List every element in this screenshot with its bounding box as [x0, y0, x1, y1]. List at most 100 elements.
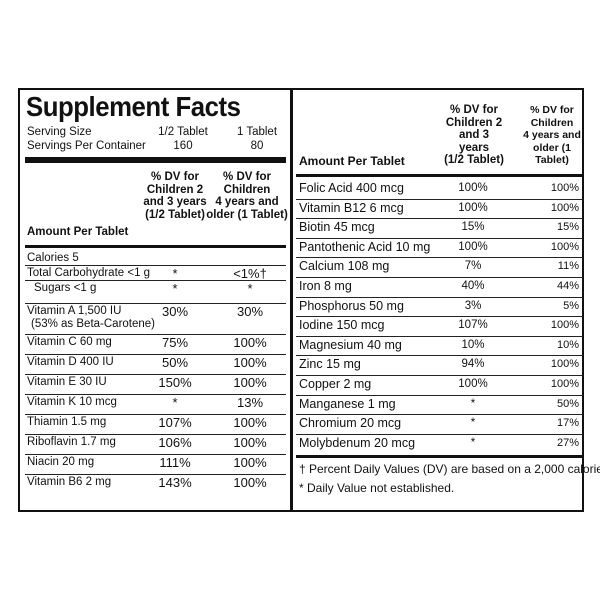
- dv-children-2-3: 30%: [161, 304, 189, 319]
- dv-children-4-plus: 100%: [550, 241, 579, 253]
- row-separator: [296, 297, 583, 298]
- header-line: and 3 years: [458, 129, 490, 154]
- dv-children-2-3: 150%: [158, 375, 192, 390]
- dv-children-4-plus: 100%: [550, 202, 579, 214]
- dv-children-2-3: *: [172, 266, 178, 281]
- supplement-facts-panel: Supplement Facts Serving Size 1/2 Tablet…: [18, 88, 600, 512]
- nutrient-name: Magnesium 40 mg: [299, 338, 402, 352]
- dv-children-2-3: 100%: [458, 241, 488, 253]
- nutrient-row: Vitamin B6 2 mg 143% 100%: [20, 476, 290, 495]
- nutrient-subtext: (53% as Beta-Carotene): [31, 318, 156, 330]
- nutrient-name: Biotin 45 mcg: [299, 220, 375, 234]
- header-line: Children: [223, 183, 271, 196]
- row-separator: [25, 414, 286, 415]
- dv-children-4-plus: 100%: [233, 435, 267, 450]
- nutrient-row: Vitamin K 10 mcg * 13%: [20, 396, 290, 415]
- header-line: % DV for: [530, 104, 574, 116]
- dv-children-2-3: 100%: [458, 182, 488, 194]
- dv-children-2-3: 107%: [458, 319, 488, 331]
- right-amount-header: Amount Per Tablet: [299, 154, 405, 168]
- servings-per-container-label: Servings Per Container: [27, 140, 146, 152]
- dv-children-2-3: 106%: [158, 435, 192, 450]
- row-separator: [25, 303, 286, 304]
- dv-children-4-plus: 100%: [233, 455, 267, 470]
- dv-children-2-3: 75%: [161, 335, 189, 350]
- nutrient-row: Vitamin A 1,500 IU (53% as Beta-Carotene)…: [20, 305, 290, 335]
- servings-per-container-row: Servings Per Container 160 80: [27, 140, 285, 153]
- row-separator: [25, 454, 286, 455]
- panel-title: Supplement Facts: [26, 91, 241, 122]
- dv-children-2-3: 50%: [161, 355, 189, 370]
- row-separator: [296, 414, 583, 415]
- row-separator: [25, 434, 286, 435]
- header-line: % DV for: [223, 171, 271, 183]
- footnote-no-dv: * Daily Value not established.: [299, 481, 455, 495]
- left-amount-header: Amount Per Tablet: [27, 226, 129, 238]
- dv-children-2-3: 3%: [464, 300, 482, 312]
- row-separator: [25, 374, 286, 375]
- header-line: older (1 Tablet): [533, 141, 571, 167]
- nutrient-name: Pantothenic Acid 10 mg: [299, 240, 431, 254]
- dv-children-2-3: 10%: [461, 339, 485, 351]
- footnote-dv-basis: † Percent Daily Values (DV) are based on…: [299, 462, 600, 476]
- nutrient-name: Riboflavin 1.7 mg: [27, 436, 116, 448]
- dv-children-4-plus: 5%: [563, 300, 579, 312]
- dv-children-2-3: 40%: [461, 280, 485, 292]
- nutrient-row: Sugars <1 g * *: [20, 282, 290, 296]
- nutrient-row: Vitamin C 60 mg 75% 100%: [20, 336, 290, 355]
- left-dv-children-2-3-header: % DV for Children 2 and 3 years (1/2 Tab…: [140, 171, 210, 221]
- nutrient-row: Vitamin D 400 IU 50% 100%: [20, 356, 290, 375]
- dv-children-2-3: *: [172, 395, 178, 410]
- dv-children-2-3: 111%: [159, 455, 191, 470]
- dv-children-2-3: 107%: [158, 415, 192, 430]
- row-separator: [25, 265, 286, 266]
- column-divider: [290, 90, 293, 510]
- dv-children-4-plus: 100%: [233, 475, 267, 490]
- dv-children-4-plus: 50%: [556, 398, 579, 410]
- nutrient-row: Total Carbohydrate <1 g * <1%†: [20, 267, 290, 281]
- right-dv-children-4-plus-header: % DV for Children 4 years and older (1 T…: [519, 104, 585, 167]
- dv-children-2-3: 15%: [461, 221, 485, 233]
- header-line: 4 years and: [215, 196, 279, 208]
- header-line: (1/2 Tablet): [444, 154, 504, 166]
- serving-size-row: Serving Size 1/2 Tablet 1 Tablet: [27, 126, 285, 139]
- row-separator: [296, 218, 583, 219]
- thick-rule: [25, 157, 286, 163]
- header-line: Children 2: [445, 116, 503, 129]
- medium-rule: [296, 174, 583, 177]
- row-separator: [296, 434, 583, 435]
- row-separator: [25, 394, 286, 395]
- row-separator: [25, 280, 286, 281]
- dv-children-4-plus: 27%: [556, 437, 579, 449]
- row-separator: [296, 355, 583, 356]
- nutrient-name: Vitamin B12 6 mcg: [299, 201, 404, 215]
- serving-size-child: 1/2 Tablet: [158, 126, 208, 138]
- dv-children-4-plus: 17%: [556, 417, 579, 429]
- nutrient-row: Thiamin 1.5 mg 107% 100%: [20, 416, 290, 435]
- row-separator: [296, 238, 583, 239]
- dv-children-4-plus: 100%: [233, 335, 267, 350]
- nutrient-name: Copper 2 mg: [299, 377, 372, 391]
- servings-per-container-child: 160: [173, 140, 193, 152]
- nutrient-name: Sugars <1 g: [34, 282, 97, 294]
- row-separator: [296, 257, 583, 258]
- nutrient-name: Calories 5: [27, 252, 79, 264]
- nutrient-name: Vitamin K 10 mcg: [27, 396, 117, 408]
- dv-children-4-plus: 100%: [233, 355, 267, 370]
- header-line: Children 2: [146, 183, 204, 196]
- row-separator: [296, 375, 583, 376]
- row-separator: [296, 395, 583, 396]
- nutrient-name: Iodine 150 mcg: [299, 318, 385, 332]
- nutrient-name: Manganese 1 mg: [299, 397, 396, 411]
- row-separator: [25, 474, 286, 475]
- dv-children-4-plus: *: [247, 281, 253, 296]
- nutrient-name: Thiamin 1.5 mg: [27, 416, 107, 428]
- dv-children-4-plus: 100%: [550, 182, 579, 194]
- dv-children-4-plus: 100%: [550, 378, 579, 390]
- dv-children-2-3: *: [172, 281, 178, 296]
- nutrient-name: Molybdenum 20 mcg: [299, 436, 416, 450]
- dv-children-2-3: *: [470, 437, 476, 449]
- header-line: and 3 years: [143, 196, 207, 208]
- header-line: (1/2 Tablet): [145, 208, 205, 221]
- nutrient-name: Calcium 108 mg: [299, 259, 390, 273]
